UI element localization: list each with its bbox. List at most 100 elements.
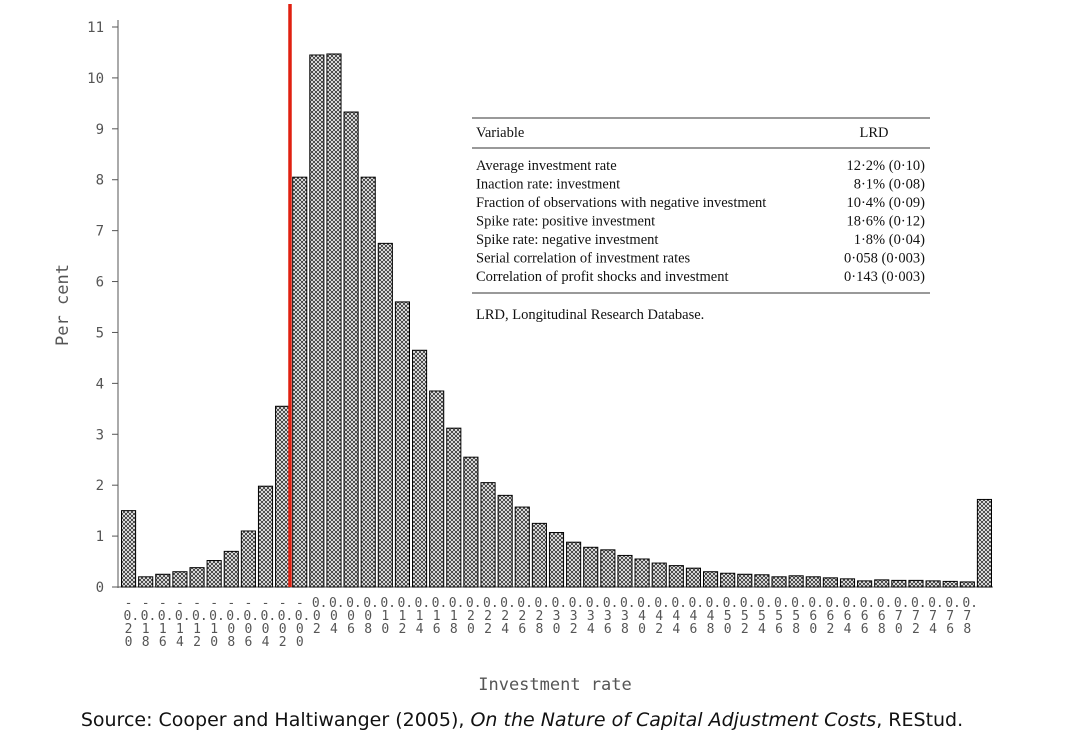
bar [617, 554, 633, 588]
x-tick-label: 0.10 [380, 596, 396, 637]
x-tick-label: 0.78 [962, 596, 978, 637]
x-tick-label: 0.40 [637, 596, 653, 637]
x-tick-label: 0.56 [774, 596, 790, 637]
y-tick-label: 10 [87, 71, 104, 87]
x-tick-label: 0.76 [945, 596, 961, 637]
bar [326, 53, 342, 588]
x-tick-label: -0.08 [226, 596, 242, 650]
table-header: Variable [476, 125, 524, 141]
x-tick-label: 0.50 [722, 596, 739, 637]
bar [874, 579, 890, 588]
table-cell: 0·058 (0·003) [844, 251, 925, 267]
table-cell: Spike rate: negative investment [476, 232, 658, 248]
bar [651, 562, 667, 588]
x-tick-label: 0.42 [654, 596, 670, 637]
bar [497, 494, 513, 588]
bar [429, 390, 445, 588]
bar [292, 176, 308, 588]
bar [138, 576, 154, 588]
x-tick-label: 0.72 [910, 596, 927, 637]
x-tick-label: -0.12 [192, 596, 208, 650]
x-tick-label: 0.74 [928, 596, 944, 637]
table-cell: Fraction of observations with negative i… [476, 195, 766, 211]
bar [446, 427, 462, 588]
x-tick-label: 0.28 [534, 596, 551, 637]
x-tick-label: 0.44 [671, 596, 687, 637]
bar [839, 578, 856, 588]
bar [583, 546, 599, 588]
bar [343, 111, 359, 588]
x-tick-label: 0.48 [705, 596, 722, 637]
table-cell: Inaction rate: investment [476, 177, 620, 193]
table-cell: 1·8% (0·04) [854, 232, 925, 248]
bar [531, 522, 547, 588]
source: Source: Cooper and Haltiwanger (2005), O… [81, 709, 963, 731]
bar [275, 405, 291, 588]
x-tick-label: 0.04 [328, 596, 345, 637]
bar [223, 550, 239, 588]
x-tick-label: 0.54 [756, 596, 773, 637]
x-tick-label: 0.70 [893, 596, 910, 637]
bar [309, 54, 325, 588]
bar [959, 581, 975, 588]
bar [412, 349, 428, 588]
x-tick-label: 0.14 [414, 596, 431, 637]
table-cell: Spike rate: positive investment [476, 214, 655, 230]
bar [891, 579, 907, 588]
x-tick-label: 0.06 [346, 596, 362, 637]
x-tick-label: 0.02 [311, 596, 328, 637]
bar [857, 580, 873, 588]
x-tick-label: -0.00 [294, 596, 311, 650]
x-tick-label: 0.68 [876, 596, 893, 637]
source-title: On the Nature of Capital Adjustment Cost… [470, 709, 876, 731]
x-tick-label: 0.26 [517, 596, 533, 637]
bar [668, 565, 684, 588]
table-header: LRD [860, 125, 889, 141]
bar [805, 576, 821, 588]
bar [788, 575, 804, 588]
y-tick-label: 4 [96, 376, 104, 392]
bar [566, 541, 582, 588]
bar [822, 577, 838, 588]
x-tick-label: -0.20 [123, 596, 140, 650]
bar [240, 530, 256, 588]
bar [908, 579, 924, 588]
x-tick-label: 0.22 [483, 596, 499, 637]
bar [634, 558, 650, 588]
bar [463, 456, 479, 588]
y-tick-label: 7 [96, 224, 104, 240]
y-tick-label: 1 [96, 529, 104, 545]
bar [925, 580, 941, 588]
x-tick-label: 0.24 [500, 596, 516, 637]
table-cell: Serial correlation of investment rates [476, 251, 691, 267]
x-tick-label: -0.16 [157, 596, 174, 650]
bar [377, 242, 393, 588]
bar [360, 176, 376, 588]
x-tick-label: -0.06 [243, 596, 260, 650]
x-tick-label: 0.38 [619, 596, 636, 637]
y-tick-label: 2 [96, 478, 104, 494]
bar [514, 506, 530, 588]
source-text: , REStud. [876, 709, 963, 731]
y-tick-label: 5 [96, 325, 104, 341]
bar [771, 576, 787, 588]
x-tick-label: -0.10 [209, 596, 225, 650]
x-tick-label: 0.52 [739, 596, 756, 637]
x-tick-label: 0.30 [551, 596, 568, 637]
x-tick-label: -0.14 [174, 596, 191, 650]
x-tick-label: 0.36 [602, 596, 619, 637]
y-axis-label: Per cent [53, 264, 73, 346]
bar [976, 498, 992, 588]
y-tick-label: 11 [87, 20, 104, 36]
bar [720, 572, 736, 588]
y-tick-label: 8 [96, 173, 104, 189]
bar [172, 571, 188, 588]
x-tick-label: 0.60 [808, 596, 824, 637]
bar [257, 485, 274, 588]
x-tick-label: 0.58 [791, 596, 807, 637]
bar [942, 580, 958, 588]
x-tick-label: 0.18 [448, 596, 465, 637]
bar [155, 573, 171, 588]
